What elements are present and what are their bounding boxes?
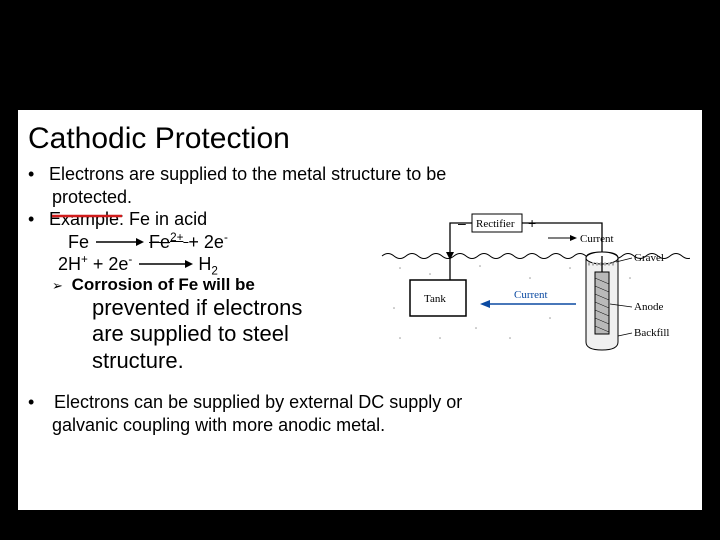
slide-title: Cathodic Protection — [28, 122, 692, 156]
arrow-icon — [94, 233, 144, 254]
eq2-a: 2H+ — [58, 254, 88, 274]
bullet-dot-icon: • — [28, 209, 44, 230]
bullet-3-text-b: galvanic coupling with more anodic metal… — [52, 415, 692, 436]
bullet-1: • Electrons are supplied to the metal st… — [28, 164, 692, 185]
arrow-icon — [137, 255, 193, 276]
rectifier-label: Rectifier — [476, 218, 515, 230]
bullet-dot-icon: • — [28, 164, 44, 185]
bullet-dot-icon: • — [28, 392, 44, 413]
eq1-fe2: Fe2+ — [149, 232, 188, 252]
gravel-label: Gravel — [634, 252, 664, 264]
eq1-lhs: Fe — [68, 232, 89, 252]
eq1-tail: + 2e- — [188, 232, 227, 252]
bullet-3: • Electrons can be supplied by external … — [28, 392, 692, 413]
cathodic-diagram: – + Rectifier Current Tank — [380, 208, 690, 358]
current-label-top: Current — [580, 233, 614, 245]
bullet-3-text-a: Electrons can be supplied by external DC… — [54, 392, 462, 412]
bullet-1-text: Electrons are supplied to the metal stru… — [49, 164, 446, 184]
tank-label: Tank — [424, 293, 446, 305]
diagram-svg: – + Rectifier Current Tank — [380, 208, 690, 358]
anode-label: Anode — [634, 301, 663, 313]
current-label-ground: Current — [514, 289, 548, 301]
eq2-b: + 2e- — [93, 254, 132, 274]
eq2-c: H2 — [198, 254, 218, 274]
slide-body: • Electrons are supplied to the metal st… — [28, 164, 692, 435]
slide: Cathodic Protection • Electrons are supp… — [18, 110, 702, 510]
bullet-1-cont: protected. — [52, 187, 692, 208]
underline-icon — [52, 213, 126, 219]
corrosion-text: Corrosion of Fe will be — [72, 275, 255, 294]
backfill-label: Backfill — [634, 327, 669, 339]
chevron-icon: ➢ — [52, 278, 63, 293]
